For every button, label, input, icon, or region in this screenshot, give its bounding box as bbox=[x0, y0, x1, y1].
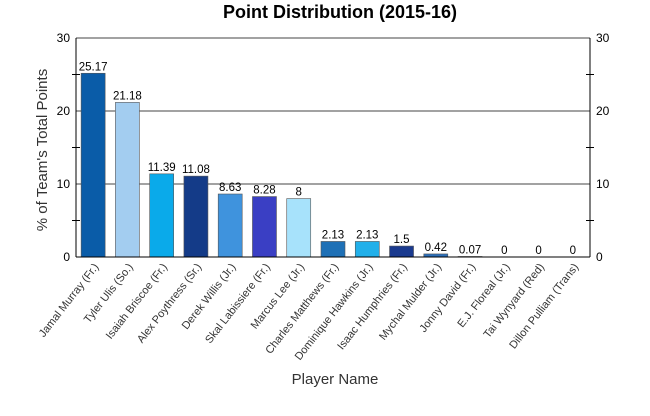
data-label: 0.07 bbox=[459, 244, 481, 256]
data-label: 8 bbox=[296, 187, 302, 199]
bar bbox=[217, 193, 243, 258]
axes bbox=[72, 38, 594, 258]
y-tick-label-left: 10 bbox=[57, 177, 71, 191]
chart-title: Point Distribution (2015-16) bbox=[223, 2, 457, 22]
data-label: 0.42 bbox=[425, 242, 447, 254]
bar bbox=[183, 175, 209, 258]
y-tick-label-left: 30 bbox=[57, 31, 71, 45]
data-label: 8.28 bbox=[253, 185, 275, 197]
x-tick-label: Tai Wynyard (Red) bbox=[481, 261, 546, 340]
data-label: 2.13 bbox=[322, 229, 344, 241]
y-tick-label-right: 0 bbox=[596, 250, 603, 264]
bar bbox=[149, 173, 174, 258]
y-tick-label-right: 10 bbox=[596, 177, 610, 191]
y-tick-label-right: 30 bbox=[596, 31, 610, 45]
bar bbox=[252, 196, 277, 258]
data-label: 0 bbox=[501, 245, 507, 257]
data-label: 11.39 bbox=[148, 162, 176, 174]
y-axis-label: % of Team's Total Points bbox=[34, 69, 51, 231]
x-tick-label: Isaiah Briscoe (Fr.) bbox=[104, 261, 170, 341]
data-label: 2.13 bbox=[356, 229, 378, 241]
bar bbox=[80, 72, 106, 258]
y-tick-label-left: 20 bbox=[57, 104, 71, 118]
y-tick-label-right: 20 bbox=[596, 104, 610, 118]
data-label: 1.5 bbox=[394, 234, 410, 246]
data-label: 0 bbox=[535, 245, 541, 257]
x-tick-label: Mychal Mulder (Jr.) bbox=[377, 261, 444, 342]
data-label: 0 bbox=[570, 245, 576, 257]
data-label: 11.08 bbox=[182, 164, 210, 176]
x-tick-label: Alex Poythress (Sr.) bbox=[135, 261, 204, 345]
x-axis-label: Player Name bbox=[292, 371, 379, 388]
bar bbox=[320, 241, 346, 258]
x-tick-label: Jamal Murray (Fr.) bbox=[37, 261, 102, 339]
data-label: 21.18 bbox=[113, 90, 142, 102]
x-tick-label: Dillon Pulliam (Trans) bbox=[507, 261, 581, 351]
bar bbox=[354, 241, 380, 258]
data-label: 25.17 bbox=[79, 61, 108, 73]
bar bbox=[286, 198, 312, 258]
bar bbox=[115, 102, 140, 258]
y-tick-label-left: 0 bbox=[63, 250, 70, 264]
x-tick-label: Skal Labissiere (Fr.) bbox=[203, 261, 273, 345]
data-label: 8.63 bbox=[219, 182, 241, 194]
bar bbox=[389, 245, 414, 258]
